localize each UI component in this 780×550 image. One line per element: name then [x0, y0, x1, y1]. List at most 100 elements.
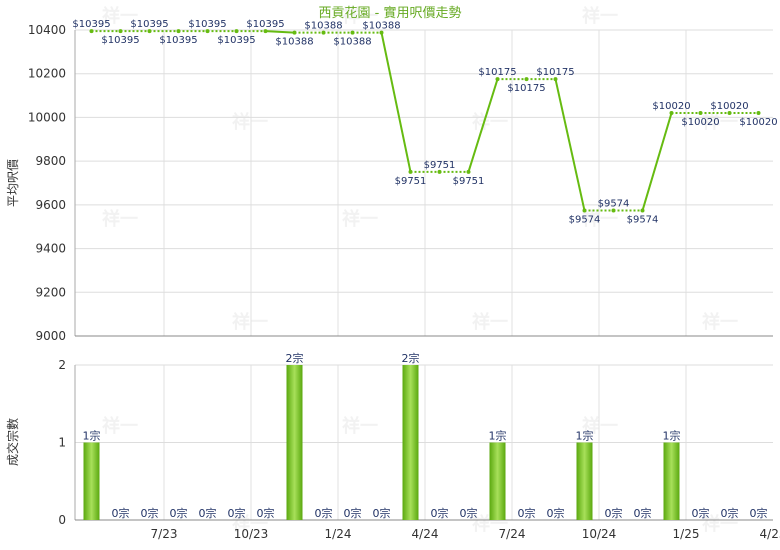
volume-bar-label: 0宗 — [547, 506, 565, 520]
price-y-tick-label: 10200 — [28, 67, 66, 81]
price-point — [263, 29, 268, 34]
volume-bars — [83, 365, 680, 520]
price-point — [147, 29, 152, 34]
price-point — [379, 30, 384, 35]
watermark-text: 祥一 — [472, 311, 508, 333]
price-point — [698, 111, 703, 116]
price-point — [205, 29, 210, 34]
volume-bar-label: 1宗 — [663, 429, 681, 443]
price-point-label: $10395 — [246, 19, 284, 30]
watermark-text: 祥一 — [582, 415, 618, 437]
price-y-tick-label: 10400 — [28, 23, 66, 37]
volume-bar-label: 2宗 — [286, 351, 304, 365]
price-point-label: $10395 — [159, 35, 197, 46]
price-point-label: $10175 — [507, 83, 545, 94]
volume-bar-chart: 012 1宗 0宗 0宗 0宗 0宗 0宗 0宗 2宗 0宗 0宗 0宗 2宗 0宗 0宗 1宗 0宗 0宗 1宗… — [58, 351, 780, 541]
price-y-tick-label: 9800 — [35, 154, 66, 168]
volume-bar-label: 0宗 — [750, 506, 768, 520]
volume-bar-label: 0宗 — [605, 506, 623, 520]
price-point-label: $10388 — [362, 21, 400, 32]
watermark-text: 祥一 — [342, 5, 378, 27]
price-line-segment — [265, 30, 295, 34]
price-point — [669, 111, 674, 116]
watermark-text: 祥一 — [702, 311, 738, 333]
chart-title: 西貢花園 - 實用呎價走勢 — [319, 5, 462, 21]
price-point — [582, 208, 587, 213]
price-point-label: $10388 — [275, 37, 313, 48]
price-point — [727, 111, 732, 116]
watermark-text: 祥一 — [472, 111, 508, 133]
price-line-segment — [380, 32, 412, 173]
price-y-tick-label: 9400 — [35, 242, 66, 256]
price-series — [89, 29, 761, 213]
date-x-tick-label: 1/24 — [325, 527, 352, 541]
price-point-label: $10020 — [710, 101, 748, 112]
volume-y-ticks: 0 1 2 — [58, 358, 66, 527]
watermark-text: 祥一 — [342, 415, 378, 437]
price-point-label: $9574 — [598, 199, 630, 210]
date-x-tick-label: 4/24 — [412, 527, 439, 541]
price-point-label: $10395 — [130, 19, 168, 30]
watermark-text: 祥一 — [342, 208, 378, 230]
price-point-label: $10395 — [72, 19, 110, 30]
price-point-label: $10395 — [188, 19, 226, 30]
price-line-chart: 9000 9200 9400 9600 9800 10000 10200 10400 $103… — [28, 19, 778, 343]
price-point — [437, 169, 442, 174]
watermark-text: 祥一 — [102, 5, 138, 27]
price-point — [524, 77, 529, 82]
price-point-label: $9751 — [424, 160, 456, 171]
price-point-label: $10395 — [101, 35, 139, 46]
price-point — [611, 208, 616, 213]
price-point — [234, 29, 239, 34]
volume-bar-label: 1宗 — [489, 429, 507, 443]
watermark-text: 祥一 — [232, 311, 268, 333]
volume-bar-label: 0宗 — [373, 506, 391, 520]
volume-bar-label: 1宗 — [83, 429, 101, 443]
volume-y-tick-label: 0 — [58, 513, 66, 527]
price-y-ticks: 9000 9200 9400 9600 9800 10000 10200 10400 — [28, 23, 66, 343]
price-point-label: $10175 — [478, 67, 516, 78]
volume-bar-label: 2宗 — [402, 351, 420, 365]
volume-bar-label: 0宗 — [460, 506, 478, 520]
price-point — [176, 29, 181, 34]
date-x-tick-label: 7/23 — [151, 527, 178, 541]
price-point — [118, 29, 123, 34]
volume-bar-label: 0宗 — [431, 506, 449, 520]
watermark-text: 祥一 — [702, 513, 738, 535]
volume-bar-label: 0宗 — [721, 506, 739, 520]
price-point — [408, 169, 413, 174]
volume-bar-label: 0宗 — [257, 506, 275, 520]
volume-bar-label: 0宗 — [315, 506, 333, 520]
price-point-label: $10175 — [536, 67, 574, 78]
price-point-label: $9574 — [627, 215, 659, 226]
volume-bar-label: 0宗 — [141, 506, 159, 520]
volume-bar-label: 0宗 — [692, 506, 710, 520]
price-point — [350, 30, 355, 35]
price-point-label: $10020 — [739, 117, 777, 128]
price-point-label: $10020 — [681, 117, 719, 128]
price-point-label: $10388 — [333, 37, 371, 48]
price-y-tick-label: 9000 — [35, 329, 66, 343]
volume-y-tick-label: 2 — [58, 358, 66, 372]
volume-bar — [286, 365, 303, 520]
volume-bar-label: 0宗 — [634, 506, 652, 520]
volume-bar-label: 0宗 — [199, 506, 217, 520]
watermark-text: 祥一 — [702, 111, 738, 133]
date-x-tick-label: 10/23 — [234, 527, 269, 541]
price-line-segment — [641, 112, 673, 211]
price-y-tick-label: 9200 — [35, 285, 66, 299]
volume-bar-label: 0宗 — [344, 506, 362, 520]
price-y-tick-label: 9600 — [35, 198, 66, 212]
volume-bar — [489, 442, 506, 520]
watermark-text: 祥一 — [232, 513, 268, 535]
watermark-text: 祥一 — [102, 208, 138, 230]
price-point — [640, 208, 645, 213]
volume-bar-label: 0宗 — [518, 506, 536, 520]
volume-bar — [663, 442, 680, 520]
price-point-label: $9751 — [395, 176, 427, 187]
date-x-tick-label: 10/24 — [582, 527, 617, 541]
price-y-tick-label: 10000 — [28, 110, 66, 124]
watermark-text: 祥一 — [582, 208, 618, 230]
price-point — [756, 111, 761, 116]
price-point — [553, 77, 558, 82]
